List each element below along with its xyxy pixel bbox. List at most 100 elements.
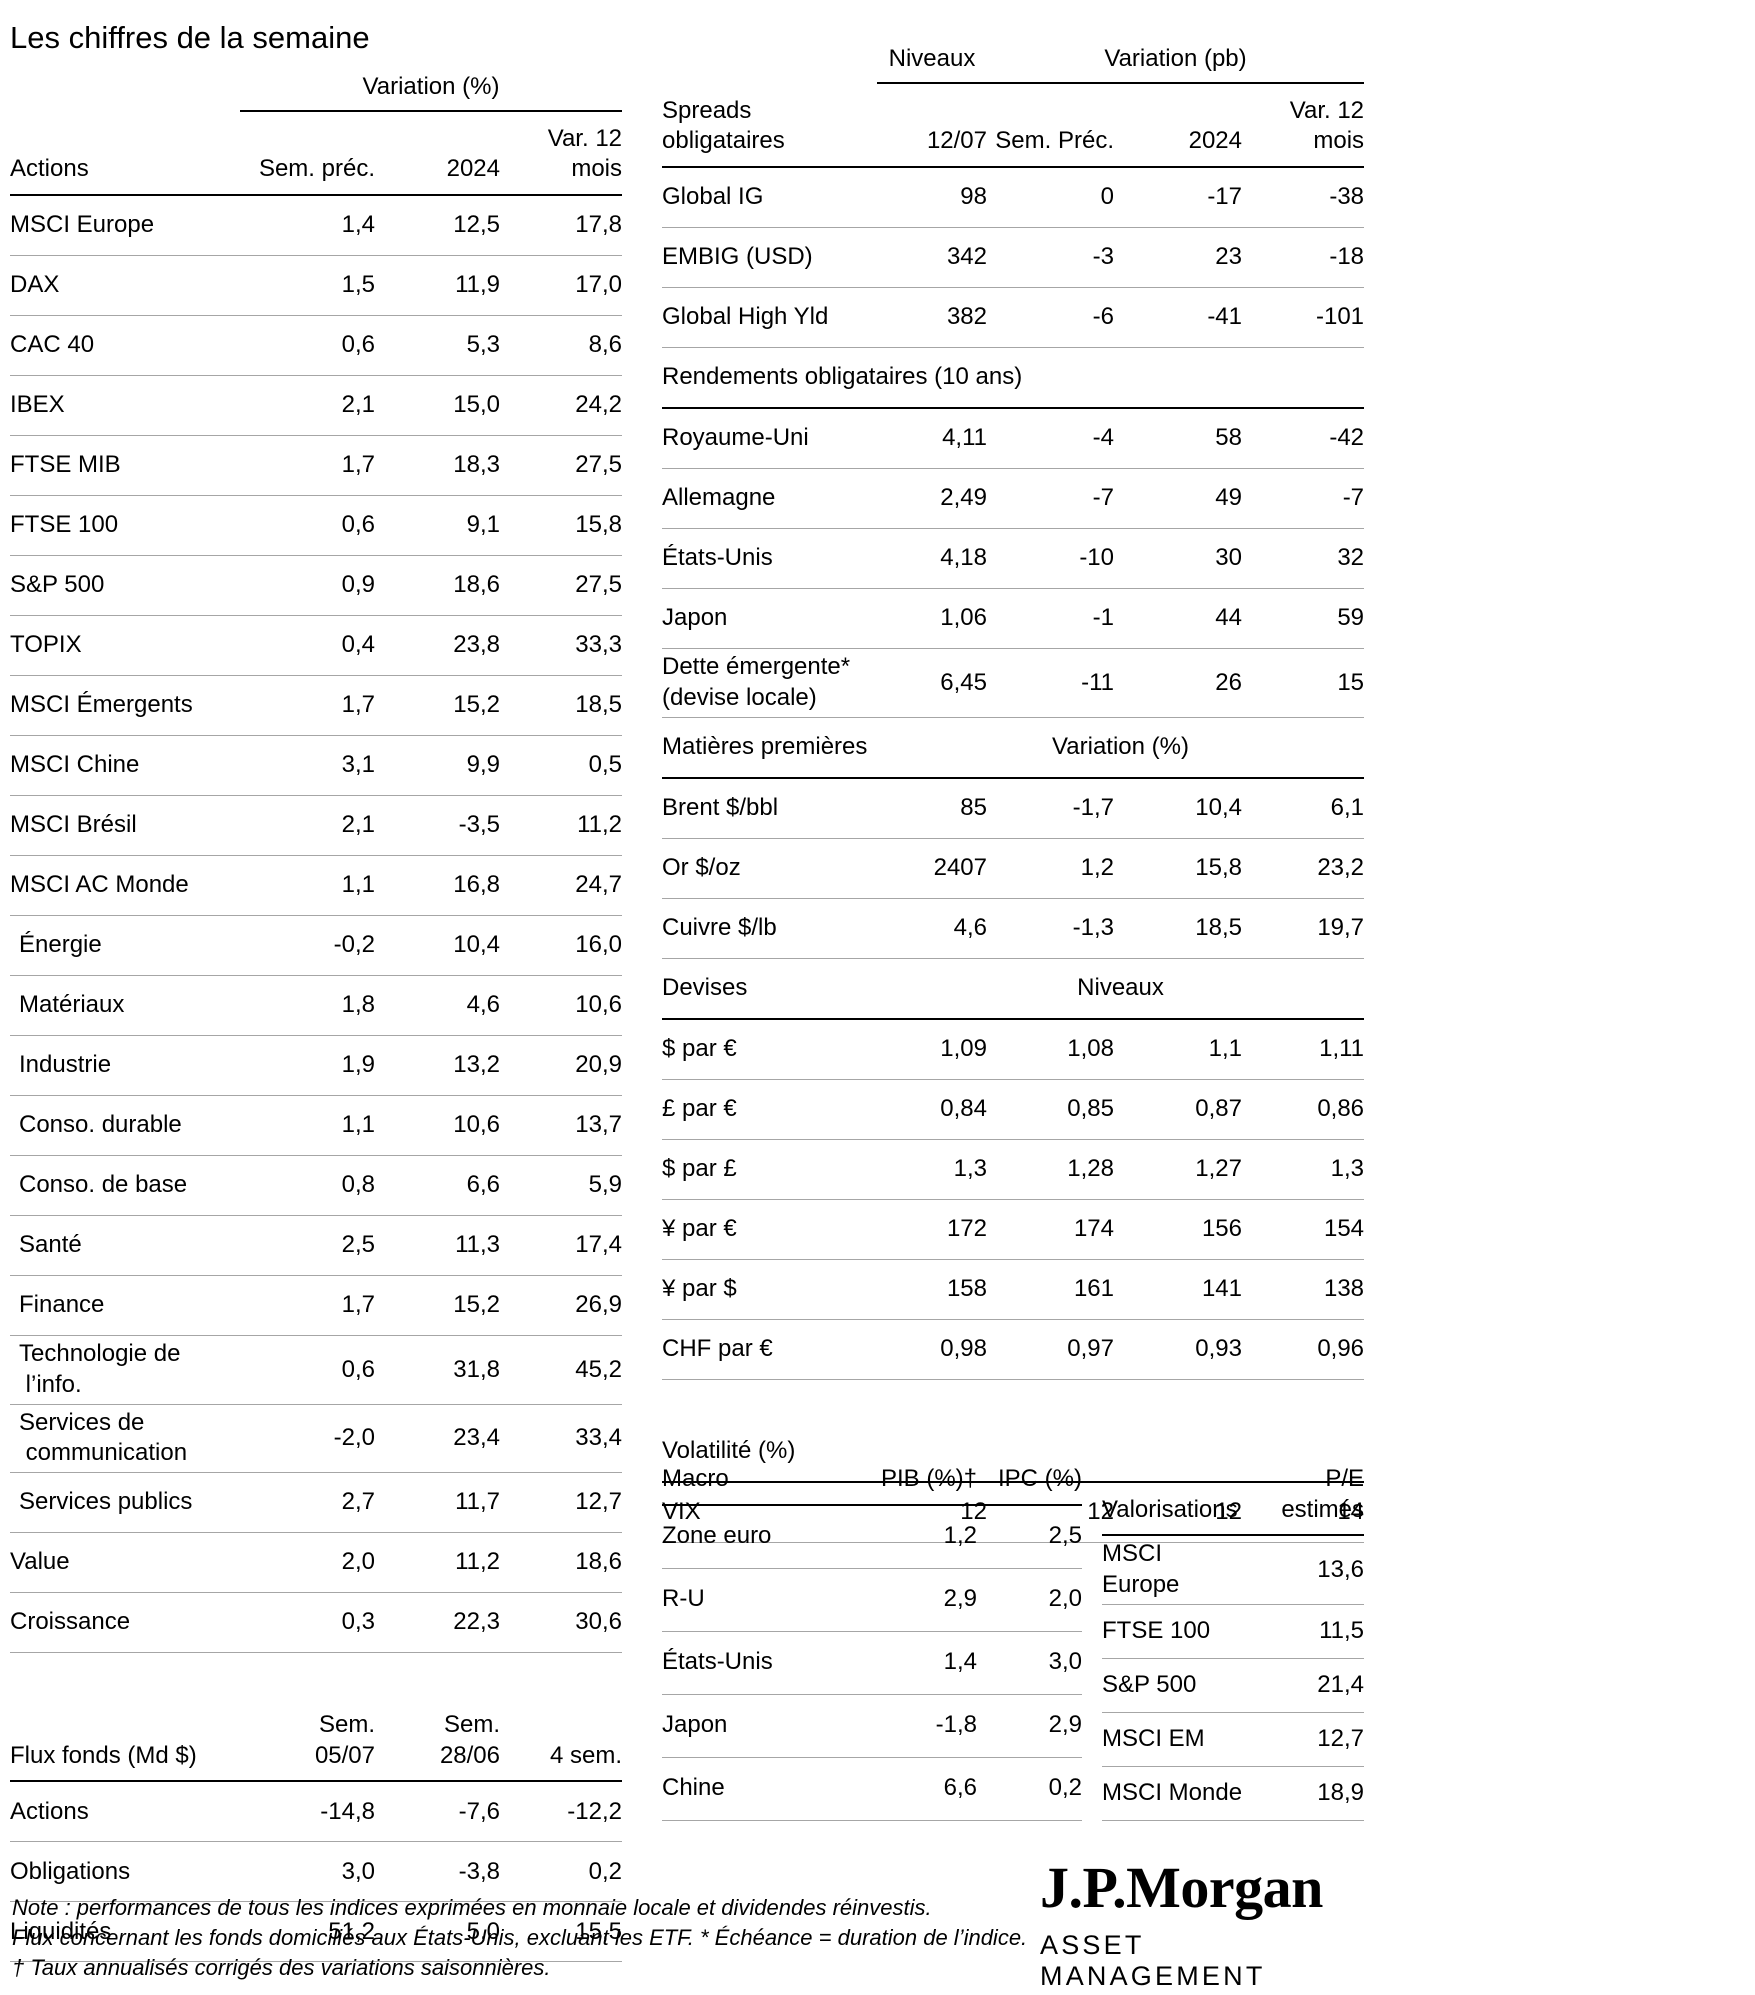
row-value: -38	[1242, 167, 1365, 229]
table-row: FTSE 100 11,5	[1102, 1604, 1364, 1659]
row-label: États-Unis	[662, 1631, 862, 1695]
commodities-rows: Brent $/bbl 85 -1,7 10,4 6,1 Or $/oz 2407 1,2 15…	[662, 777, 1365, 959]
row-label: Technologie de l’info.	[10, 1335, 240, 1405]
table-row: Chine 6,6 0,2	[662, 1757, 1082, 1821]
row-value: 19,7	[1242, 898, 1365, 959]
row-value: 172	[877, 1199, 987, 1260]
row-value: 33,4	[500, 1404, 623, 1474]
fund-flows-table: Flux fonds (Md $) Sem. 05/07 Sem. 28/06 …	[10, 1698, 622, 1963]
row-value: 161	[987, 1259, 1114, 1320]
row-value: -0,2	[240, 915, 375, 977]
row-value: 1,7	[240, 1275, 375, 1337]
column-header-week-2806: Sem. 28/06	[375, 1698, 500, 1783]
column-header-pe: P/E estimés	[1244, 1452, 1364, 1537]
table-row: Finance 1,7 15,2 26,9	[10, 1275, 623, 1337]
row-value: 27,5	[500, 435, 623, 497]
column-header-macro: Macro	[662, 1452, 862, 1506]
row-value: 10,4	[1114, 777, 1242, 839]
row-value: 0,2	[500, 1841, 622, 1903]
markets-table: Niveaux Variation (pb) Spreads obligatai…	[662, 44, 1365, 1543]
row-value: 17,8	[500, 195, 623, 257]
row-value: 1,08	[987, 1018, 1114, 1080]
row-value: -10	[987, 528, 1114, 590]
row-value: -4	[987, 408, 1114, 470]
row-value: -18	[1242, 227, 1365, 289]
row-value: 0,5	[500, 735, 623, 797]
column-header-12m: Var. 12 mois	[500, 110, 623, 197]
row-label: Japon	[662, 1694, 862, 1758]
table-row: Énergie -0,2 10,4 16,0	[10, 915, 623, 977]
row-value: 17,0	[500, 255, 623, 317]
row-value: -17	[1114, 167, 1242, 229]
row-value: -3,5	[375, 795, 500, 857]
row-value: 24,7	[500, 855, 623, 917]
row-value: 174	[987, 1199, 1114, 1260]
macro-valuations-section: Macro PIB (%)† IPC (%) Zone euro 1,2 2,5 R-…	[662, 1452, 1364, 1821]
row-value: 2,7	[240, 1472, 375, 1534]
row-value: -7,6	[375, 1781, 500, 1843]
row-value: 23,2	[1242, 838, 1365, 899]
column-header-4-weeks: 4 sem.	[500, 1698, 622, 1783]
row-value: 11,3	[375, 1215, 500, 1277]
row-value: 58	[1114, 408, 1242, 470]
row-label: Industrie	[10, 1035, 240, 1097]
column-header-2024: 2024	[375, 110, 500, 197]
row-value: 158	[877, 1259, 987, 1320]
row-value: 11,7	[375, 1472, 500, 1534]
row-value: 15	[1242, 648, 1365, 718]
row-label: Global High Yld	[662, 287, 877, 349]
row-value: 1,4	[240, 195, 375, 257]
row-value: -1,3	[987, 898, 1114, 959]
row-value: 11,9	[375, 255, 500, 317]
row-value: 12,7	[1244, 1712, 1364, 1767]
row-label: Croissance	[10, 1592, 240, 1654]
row-value: -42	[1242, 408, 1365, 470]
row-value: 0,3	[240, 1592, 375, 1654]
row-label: MSCI Europe	[1102, 1535, 1244, 1605]
variation-bp-group-header: Variation (pb)	[987, 44, 1365, 84]
row-label: S&P 500	[1102, 1658, 1244, 1713]
row-label: Royaume-Uni	[662, 408, 877, 470]
row-label: Services de communication	[10, 1404, 240, 1474]
row-value: 16,8	[375, 855, 500, 917]
column-header-fund-flows: Flux fonds (Md $)	[10, 1698, 240, 1783]
table-row: ¥ par $158 161 141 138	[662, 1259, 1365, 1320]
row-value: 6,6	[862, 1757, 977, 1821]
row-label: Global IG	[662, 167, 877, 229]
row-label: Services publics	[10, 1472, 240, 1534]
row-label: Conso. de base	[10, 1155, 240, 1217]
row-value: 1,1	[240, 1095, 375, 1157]
row-value: 10,4	[375, 915, 500, 977]
table-row: MSCI Émergents 1,7 15,2 18,5	[10, 675, 623, 737]
row-value: 26	[1114, 648, 1242, 718]
footnote-line: Note : performances de tous les indices …	[12, 1895, 932, 1920]
row-value: 3,1	[240, 735, 375, 797]
row-value: 2,49	[877, 468, 987, 530]
row-label: Zone euro	[662, 1504, 862, 1569]
table-row: £ par €0,84 0,85 0,87 0,86	[662, 1079, 1365, 1140]
row-label: MSCI Émergents	[10, 675, 240, 737]
fund-flows-rows: Actions -14,8 -7,6 -12,2 Obligations 3,0 -3,8 0…	[10, 1781, 622, 1963]
row-label: DAX	[10, 255, 240, 317]
row-value: 13,7	[500, 1095, 623, 1157]
row-value: 15,2	[375, 675, 500, 737]
row-value: 0,6	[240, 495, 375, 557]
row-value: 1,3	[877, 1139, 987, 1200]
row-label: Japon	[662, 588, 877, 650]
column-header-row: Spreads obligataires 12/07 Sem. Préc. 20…	[662, 82, 1365, 169]
row-value: 3,0	[977, 1631, 1082, 1695]
row-value: 141	[1114, 1259, 1242, 1320]
row-value: 154	[1242, 1199, 1365, 1260]
row-value: 0,97	[987, 1319, 1114, 1380]
table-row: Services publics 2,7 11,7 12,7	[10, 1472, 623, 1534]
row-label: Énergie	[10, 915, 240, 977]
row-value: 18,5	[500, 675, 623, 737]
row-value: 13,6	[1244, 1535, 1364, 1605]
column-header-12m: Var. 12 mois	[1242, 82, 1365, 169]
row-value: 23,8	[375, 615, 500, 677]
row-value: 1,09	[877, 1018, 987, 1080]
row-label: Chine	[662, 1757, 862, 1821]
row-label: Conso. durable	[10, 1095, 240, 1157]
row-value: -11	[987, 648, 1114, 718]
row-value: 12,7	[500, 1472, 623, 1534]
